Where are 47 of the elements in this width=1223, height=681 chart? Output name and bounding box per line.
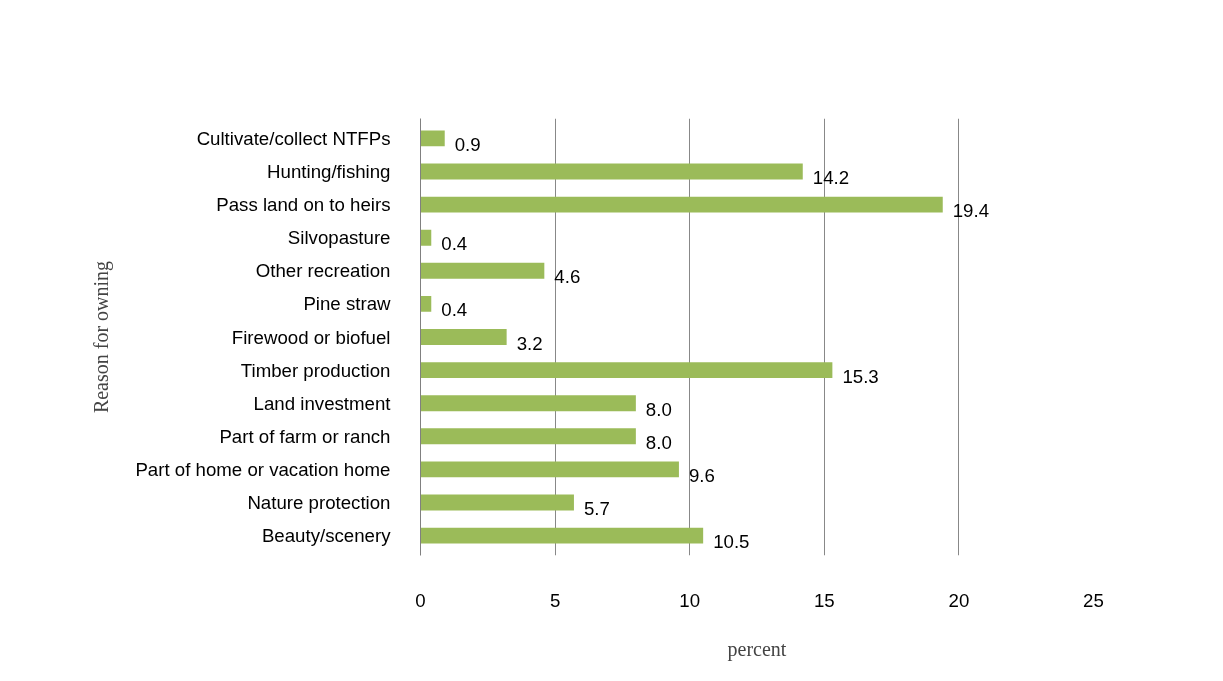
y-tick-label: Silvopasture: [287, 227, 391, 249]
x-tick-label: 15: [813, 589, 835, 611]
data-label: 15.3: [842, 365, 879, 387]
x-axis-title: percent: [727, 637, 787, 661]
bar: [420, 262, 545, 279]
bar: [420, 362, 833, 379]
data-label: 0.9: [454, 133, 481, 155]
bar: [420, 428, 636, 445]
y-tick-label: Other recreation: [255, 260, 391, 282]
data-label: 10.5: [713, 531, 750, 553]
data-label: 5.7: [583, 498, 610, 520]
y-tick-label: Firewood or biofuel: [231, 326, 391, 348]
bar: [420, 461, 679, 478]
y-tick-label: Part of home or vacation home: [135, 458, 391, 480]
bar: [420, 130, 445, 147]
data-label: 4.6: [554, 266, 581, 288]
data-label: 14.2: [812, 166, 850, 188]
y-tick-label: Part of farm or ranch: [219, 425, 391, 447]
y-tick-label: Hunting/fishing: [267, 160, 391, 182]
y-tick-label: Timber production: [240, 359, 391, 381]
bar: [420, 196, 943, 213]
bar: [420, 329, 507, 345]
data-label: 8.0: [645, 398, 672, 420]
bar: [420, 527, 704, 544]
x-tick-label: 20: [948, 589, 970, 611]
data-label: 9.6: [688, 464, 715, 486]
data-label: 0.4: [441, 299, 468, 321]
x-tick-label: 0: [415, 589, 426, 611]
y-tick-label: Pass land on to heirs: [216, 194, 391, 216]
y-tick-label: Beauty/scenery: [261, 525, 392, 547]
bar: [420, 229, 432, 246]
bar: [420, 295, 432, 312]
bar: [420, 395, 636, 412]
bar: [420, 494, 574, 511]
y-tick-label: Pine straw: [303, 293, 392, 315]
x-tick-label: 5: [549, 589, 561, 611]
x-tick-label: 10: [679, 589, 701, 611]
data-label: 19.4: [952, 200, 990, 222]
x-tick-label: 25: [1083, 589, 1104, 611]
y-tick-label: Land investment: [253, 392, 392, 414]
data-label: 0.4: [441, 233, 468, 255]
data-label: 3.2: [516, 332, 543, 354]
y-tick-label: Nature protection: [247, 492, 391, 514]
bar: [420, 163, 803, 180]
data-label: 8.0: [645, 431, 672, 453]
y-tick-label: Cultivate/collect NTFPs: [196, 127, 391, 149]
y-axis-title: Reason for owning: [90, 260, 114, 414]
